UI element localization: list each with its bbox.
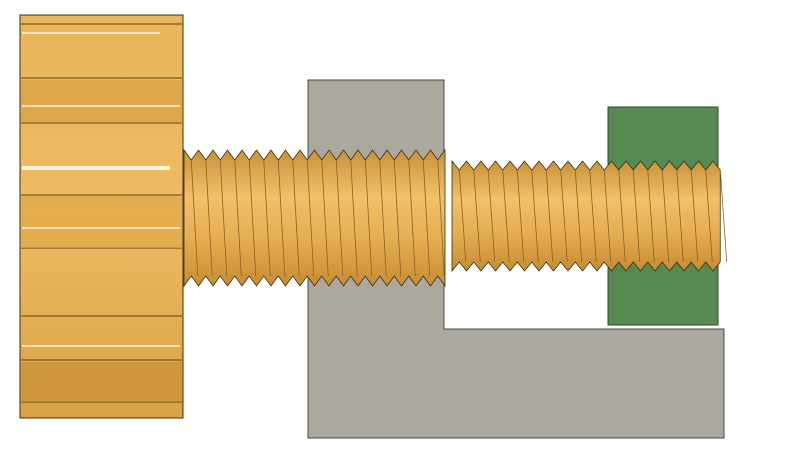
rod-thread-line — [408, 159, 416, 277]
rod-thread-line — [335, 159, 344, 277]
rod-thread-line — [234, 159, 242, 277]
rod-thread-line — [393, 159, 402, 277]
rod-thread-line — [705, 169, 713, 263]
rod-thread-line — [487, 169, 496, 263]
rod-thread-line — [263, 159, 271, 277]
rod-thread-line — [574, 169, 583, 263]
rod-thread-line — [458, 169, 467, 263]
rod-thread-line — [719, 169, 728, 263]
rod-thread-line — [205, 159, 213, 277]
rod-thread-line — [292, 159, 300, 277]
rod-thread-line — [545, 169, 554, 263]
rod-thread-line — [321, 159, 329, 277]
rod-thread-line — [350, 159, 358, 277]
rod-thread-line — [190, 159, 199, 277]
rod-thread-line — [306, 159, 315, 277]
rod-thread-line — [248, 159, 257, 277]
rod-thread-line — [676, 169, 684, 263]
rod-thread-line — [379, 159, 387, 277]
rod-thread-line — [422, 159, 431, 277]
rod-thread-line — [589, 169, 597, 263]
knob-shade-band — [21, 196, 182, 248]
rod-thread-line — [560, 169, 568, 263]
rod-thread-line — [219, 159, 228, 277]
knob-shade-band — [21, 362, 182, 402]
rod-thread-line — [502, 169, 510, 263]
rod-thread-line — [364, 159, 373, 277]
rod-thread-line — [647, 169, 655, 263]
rod-thread-line — [277, 159, 286, 277]
rod-thread-line — [618, 169, 626, 263]
rod-thread-line — [690, 169, 699, 263]
rod-thread-body — [183, 148, 446, 288]
knob-shade-band — [21, 80, 182, 122]
rod-thread-line — [531, 169, 539, 263]
rod-thread-line — [473, 169, 481, 263]
rod-thread-line — [661, 169, 670, 263]
knurled-knob — [19, 14, 184, 419]
rod-thread-line — [632, 169, 641, 263]
rod-thread-line — [516, 169, 525, 263]
rod-thread-line — [437, 159, 445, 277]
rod-thread-line — [603, 169, 612, 263]
threaded-rod — [183, 148, 728, 288]
